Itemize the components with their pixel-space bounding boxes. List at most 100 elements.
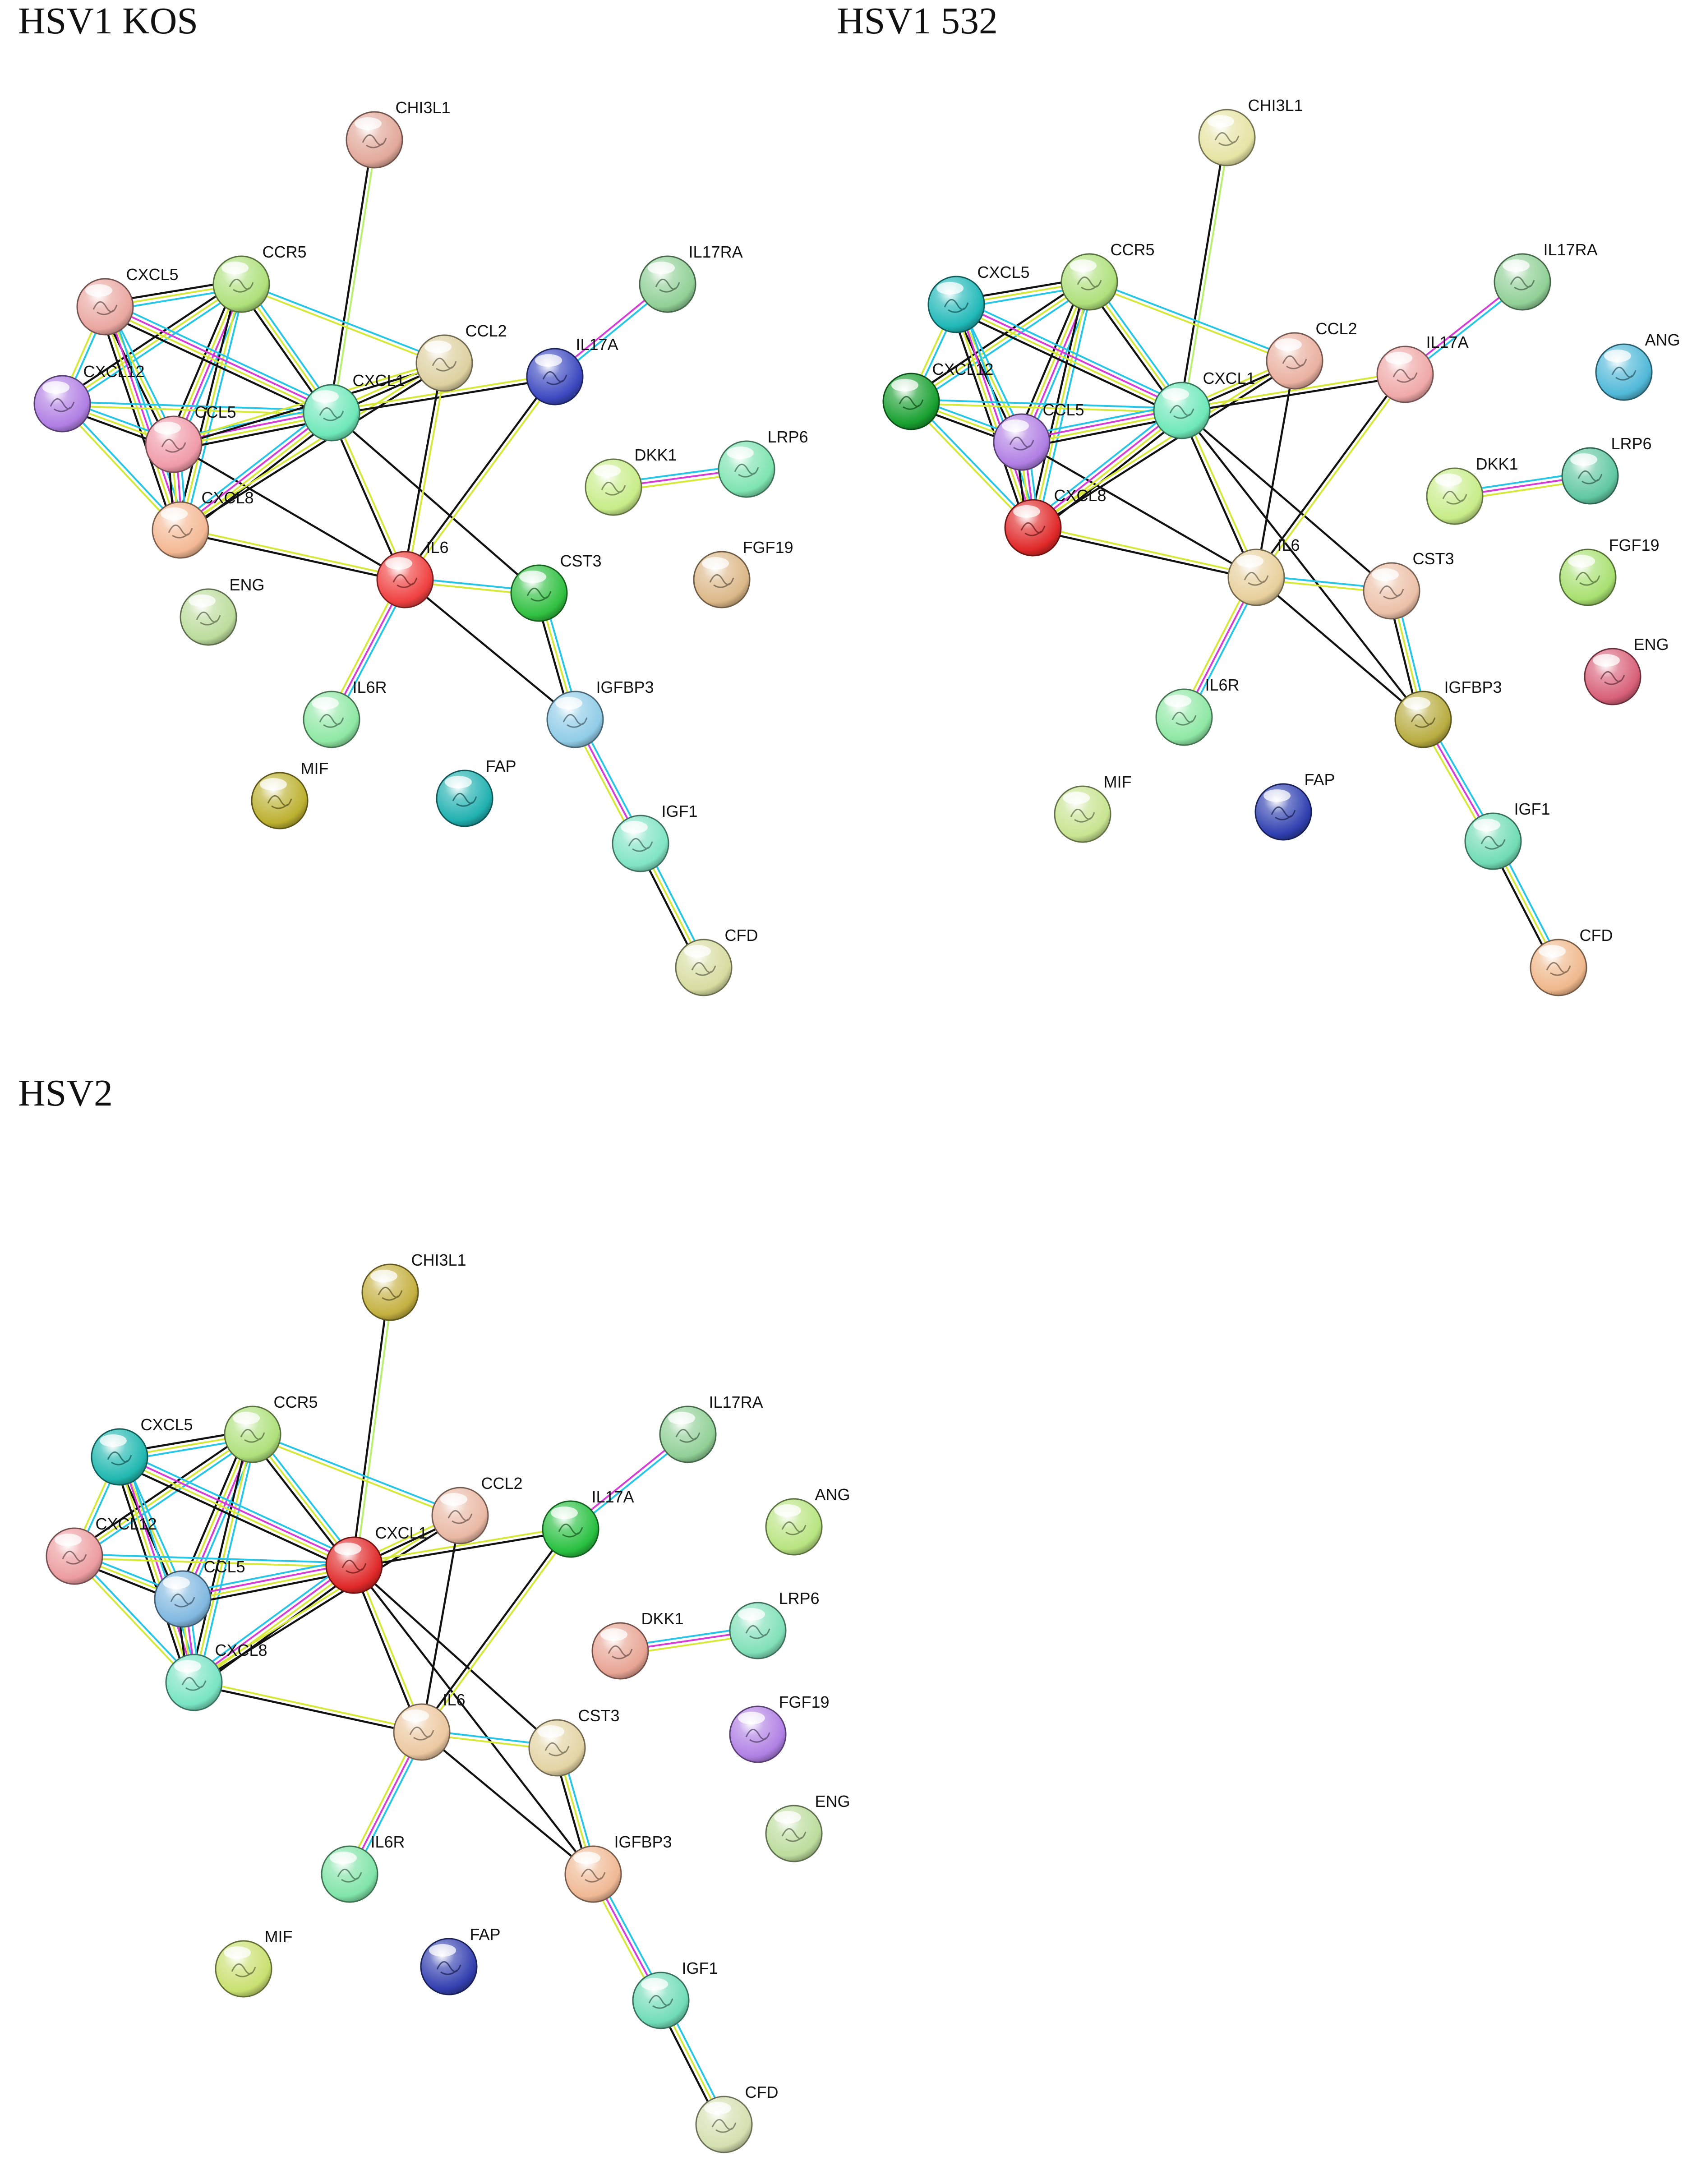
node-fgf19[interactable]: FGF19	[729, 1693, 830, 1763]
edge-line-yellow	[180, 527, 406, 579]
node-ang[interactable]: ANG	[765, 1485, 850, 1556]
node-il17a[interactable]: IL17A	[526, 335, 618, 405]
node-il6[interactable]: IL6	[376, 538, 449, 608]
node-ccl5[interactable]: CCL5	[154, 1557, 245, 1628]
node-cxcl12[interactable]: CXCL12	[46, 1515, 157, 1585]
edge-line-cyan	[913, 284, 1093, 406]
node-dkk1[interactable]: DKK1	[1426, 455, 1518, 525]
node-mif[interactable]: MIF	[251, 759, 328, 829]
edge-il17a-il6	[419, 1527, 573, 1734]
node-mif[interactable]: MIF	[215, 1927, 292, 1998]
node-cxcl12[interactable]: CXCL12	[882, 360, 994, 430]
network-hsv2: CHI3L1 IL17RA CCR5 CXCL5 CCL2 IL17A ANG CXCL12 C…	[46, 1251, 850, 2153]
protein-structure-icon	[581, 1869, 606, 1883]
node-il17a[interactable]: IL17A	[542, 1488, 634, 1558]
node-label: IL6	[443, 1691, 466, 1709]
node-fap[interactable]: FAP	[420, 1925, 501, 1995]
node-lrp6[interactable]: LRP6	[729, 1589, 820, 1659]
node-label: CCR5	[1111, 240, 1155, 259]
node-il6r[interactable]: IL6R	[1155, 676, 1240, 746]
node-igfbp3[interactable]: IGFBP3	[1394, 678, 1502, 748]
node-cxcl1[interactable]: CXCL1	[303, 371, 405, 442]
node-il17a[interactable]: IL17A	[1376, 333, 1469, 403]
node-cxcl12[interactable]: CXCL12	[33, 362, 145, 433]
edge-line-yellow	[179, 360, 444, 529]
protein-structure-icon	[1575, 572, 1600, 586]
node-ccl5[interactable]: CCL5	[993, 401, 1084, 471]
edge-cxcl8-ccl2	[192, 1513, 462, 1685]
node-ccl5[interactable]: CCL5	[145, 403, 236, 473]
node-highlight	[221, 262, 249, 274]
edge-line-yellow	[911, 402, 1182, 414]
node-ccl2[interactable]: CCL2	[415, 322, 507, 392]
node-igf1[interactable]: IGF1	[612, 802, 698, 872]
node-il17ra[interactable]: IL17RA	[639, 243, 743, 313]
node-chi3l1[interactable]: CHI3L1	[1198, 96, 1303, 166]
node-label: CST3	[1413, 549, 1454, 568]
node-cfd[interactable]: CFD	[695, 2083, 779, 2153]
node-eng[interactable]: ENG	[1584, 635, 1669, 705]
node-il17ra[interactable]: IL17RA	[1494, 240, 1598, 311]
edge-cxcl8-ccl2	[179, 360, 446, 533]
node-cxcl5[interactable]: CXCL5	[927, 263, 1030, 333]
edge-line-cyan	[241, 281, 446, 362]
node-highlight	[1275, 338, 1302, 351]
node-il6r[interactable]: IL6R	[321, 1833, 405, 1903]
node-lrp6[interactable]: LRP6	[1561, 434, 1652, 505]
node-fgf19[interactable]: FGF19	[693, 538, 793, 608]
protein-structure-icon	[628, 838, 653, 852]
node-highlight	[738, 1712, 765, 1724]
node-il6[interactable]: IL6	[1227, 536, 1300, 606]
node-il6r[interactable]: IL6R	[303, 678, 387, 748]
node-ccl2[interactable]: CCL2	[1266, 319, 1357, 390]
node-dkk1[interactable]: DKK1	[585, 446, 677, 516]
node-cxcl8[interactable]: CXCL8	[165, 1641, 267, 1711]
node-igfbp3[interactable]: IGFBP3	[546, 678, 654, 748]
node-fap[interactable]: FAP	[1254, 770, 1335, 841]
node-chi3l1[interactable]: CHI3L1	[346, 98, 451, 169]
node-cfd[interactable]: CFD	[675, 926, 758, 996]
node-ccl2[interactable]: CCL2	[431, 1474, 523, 1544]
edge-line-cyan	[178, 286, 248, 447]
node-cxcl8[interactable]: CXCL8	[1004, 486, 1107, 557]
protein-structure-icon	[526, 588, 552, 602]
edge-line-yellow	[102, 307, 180, 531]
node-lrp6[interactable]: LRP6	[718, 428, 808, 498]
node-ccr5[interactable]: CCR5	[212, 243, 307, 313]
node-fgf19[interactable]: FGF19	[1559, 536, 1660, 606]
node-mif[interactable]: MIF	[1054, 773, 1131, 843]
edge-ccr5-ccl5	[1015, 279, 1096, 445]
edge-line-yellow	[1257, 375, 1408, 579]
node-cxcl8[interactable]: CXCL8	[152, 488, 254, 559]
node-cst3[interactable]: CST3	[1363, 549, 1454, 620]
node-il17ra[interactable]: IL17RA	[659, 1393, 763, 1463]
node-cxcl5[interactable]: CXCL5	[76, 265, 179, 336]
edge-line-text	[332, 140, 378, 414]
protein-structure-icon	[378, 1287, 403, 1301]
node-il6[interactable]: IL6	[393, 1691, 466, 1761]
node-fap[interactable]: FAP	[436, 757, 516, 827]
node-cxcl5[interactable]: CXCL5	[91, 1415, 193, 1486]
node-label: FGF19	[743, 538, 793, 557]
node-ccr5[interactable]: CCR5	[224, 1393, 318, 1463]
node-ang[interactable]: ANG	[1595, 331, 1680, 401]
node-cst3[interactable]: CST3	[528, 1706, 620, 1777]
node-eng[interactable]: ENG	[765, 1792, 850, 1862]
node-label: IGFBP3	[614, 1833, 672, 1851]
node-chi3l1[interactable]: CHI3L1	[361, 1251, 466, 1321]
protein-structure-icon	[107, 1451, 132, 1465]
node-cfd[interactable]: CFD	[1530, 926, 1613, 996]
edge-cxcl8-il6	[1032, 525, 1257, 581]
node-igfbp3[interactable]: IGFBP3	[564, 1833, 672, 1903]
node-eng[interactable]: ENG	[180, 576, 265, 646]
node-ccr5[interactable]: CCR5	[1060, 240, 1155, 311]
node-cst3[interactable]: CST3	[510, 552, 602, 622]
edge-line-cyan	[121, 1450, 357, 1561]
protein-structure-icon	[601, 482, 626, 496]
node-igf1[interactable]: IGF1	[1464, 800, 1550, 870]
node-cxcl1[interactable]: CXCL1	[1153, 369, 1255, 439]
node-dkk1[interactable]: DKK1	[591, 1609, 684, 1680]
protein-structure-icon	[436, 1961, 461, 1975]
node-igf1[interactable]: IGF1	[632, 1959, 718, 2029]
node-cxcl1[interactable]: CXCL1	[325, 1524, 428, 1594]
